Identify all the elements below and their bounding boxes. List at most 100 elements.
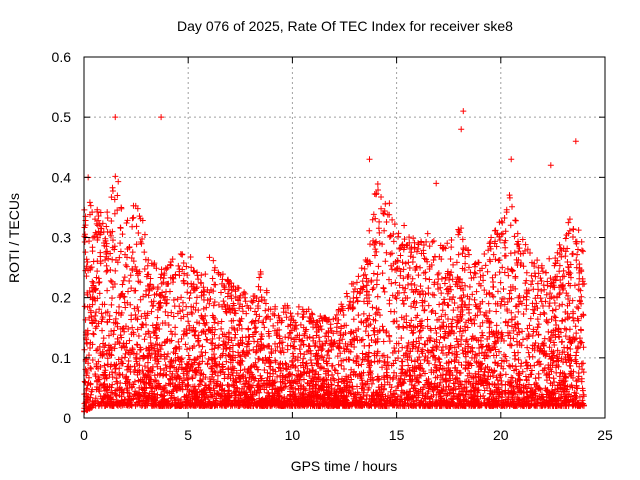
data-point bbox=[553, 369, 560, 376]
data-point bbox=[196, 360, 203, 367]
data-point bbox=[300, 355, 307, 362]
data-point bbox=[526, 353, 533, 360]
data-point bbox=[458, 381, 465, 388]
data-point bbox=[567, 346, 574, 353]
data-point bbox=[179, 266, 186, 273]
data-point bbox=[469, 373, 476, 380]
data-point bbox=[203, 336, 210, 343]
data-point bbox=[430, 237, 437, 244]
data-point bbox=[479, 343, 486, 350]
data-point bbox=[358, 265, 365, 272]
data-point bbox=[89, 278, 96, 285]
data-point bbox=[454, 374, 461, 381]
data-point bbox=[103, 223, 110, 230]
data-point bbox=[99, 220, 106, 227]
data-point bbox=[184, 289, 191, 296]
data-point bbox=[164, 336, 171, 343]
data-point bbox=[157, 274, 164, 281]
data-point bbox=[92, 312, 99, 319]
data-point bbox=[504, 298, 511, 305]
data-point bbox=[205, 355, 212, 362]
data-point bbox=[492, 256, 499, 263]
data-point bbox=[379, 364, 386, 371]
data-point bbox=[375, 263, 382, 270]
data-point bbox=[411, 358, 418, 365]
data-point bbox=[562, 316, 569, 323]
data-point bbox=[435, 355, 442, 362]
data-point bbox=[422, 275, 429, 282]
data-point bbox=[82, 249, 89, 256]
data-point bbox=[506, 362, 513, 369]
data-point bbox=[502, 244, 509, 251]
data-point bbox=[563, 326, 570, 333]
data-point bbox=[436, 356, 443, 363]
data-point bbox=[432, 374, 439, 381]
data-point bbox=[214, 363, 221, 370]
data-point bbox=[477, 323, 484, 330]
data-point bbox=[372, 239, 379, 246]
data-point bbox=[463, 336, 470, 343]
data-point bbox=[195, 307, 202, 314]
data-point bbox=[520, 310, 527, 317]
data-point bbox=[501, 269, 508, 276]
data-point bbox=[104, 287, 111, 294]
data-point bbox=[176, 374, 183, 381]
data-point bbox=[415, 344, 422, 351]
data-point bbox=[247, 305, 254, 312]
data-point bbox=[313, 382, 320, 389]
data-point bbox=[507, 363, 514, 370]
data-point bbox=[83, 340, 90, 347]
data-point bbox=[479, 319, 486, 326]
data-point bbox=[399, 297, 406, 304]
data-point bbox=[257, 287, 264, 294]
data-point bbox=[415, 379, 422, 386]
data-point bbox=[183, 346, 190, 353]
data-point bbox=[117, 379, 124, 386]
data-point bbox=[370, 377, 377, 384]
grid-lines bbox=[84, 57, 605, 418]
data-point bbox=[431, 253, 438, 260]
data-point bbox=[107, 250, 114, 257]
data-point bbox=[204, 361, 211, 368]
data-point bbox=[561, 325, 568, 332]
data-point bbox=[146, 350, 153, 357]
data-point bbox=[287, 310, 294, 317]
data-point bbox=[147, 275, 154, 282]
data-point bbox=[97, 260, 104, 267]
data-point bbox=[103, 262, 110, 269]
data-point bbox=[490, 352, 497, 359]
data-point bbox=[158, 266, 165, 273]
data-point bbox=[451, 300, 458, 307]
data-point bbox=[135, 230, 142, 237]
data-point bbox=[135, 307, 142, 314]
data-point bbox=[131, 378, 138, 385]
data-point bbox=[371, 252, 378, 259]
data-point bbox=[537, 311, 544, 318]
data-point bbox=[240, 348, 247, 355]
data-point bbox=[578, 378, 585, 385]
data-point bbox=[89, 356, 96, 363]
data-point bbox=[566, 227, 573, 234]
data-point bbox=[191, 331, 198, 338]
data-point bbox=[195, 276, 202, 283]
data-point bbox=[444, 240, 451, 247]
data-point bbox=[575, 305, 582, 312]
data-point bbox=[557, 329, 564, 336]
data-point bbox=[124, 245, 131, 252]
data-point bbox=[417, 283, 424, 290]
data-point bbox=[387, 232, 394, 239]
data-point bbox=[381, 288, 388, 295]
data-point bbox=[580, 312, 587, 319]
data-point bbox=[164, 312, 171, 319]
data-point bbox=[393, 340, 400, 347]
data-point bbox=[430, 392, 437, 399]
data-point bbox=[134, 205, 141, 212]
data-point bbox=[515, 308, 522, 315]
data-point bbox=[97, 209, 104, 216]
data-point bbox=[370, 270, 377, 277]
data-point bbox=[450, 293, 457, 300]
data-point bbox=[425, 302, 432, 309]
data-point bbox=[459, 236, 466, 243]
data-point bbox=[488, 234, 495, 241]
